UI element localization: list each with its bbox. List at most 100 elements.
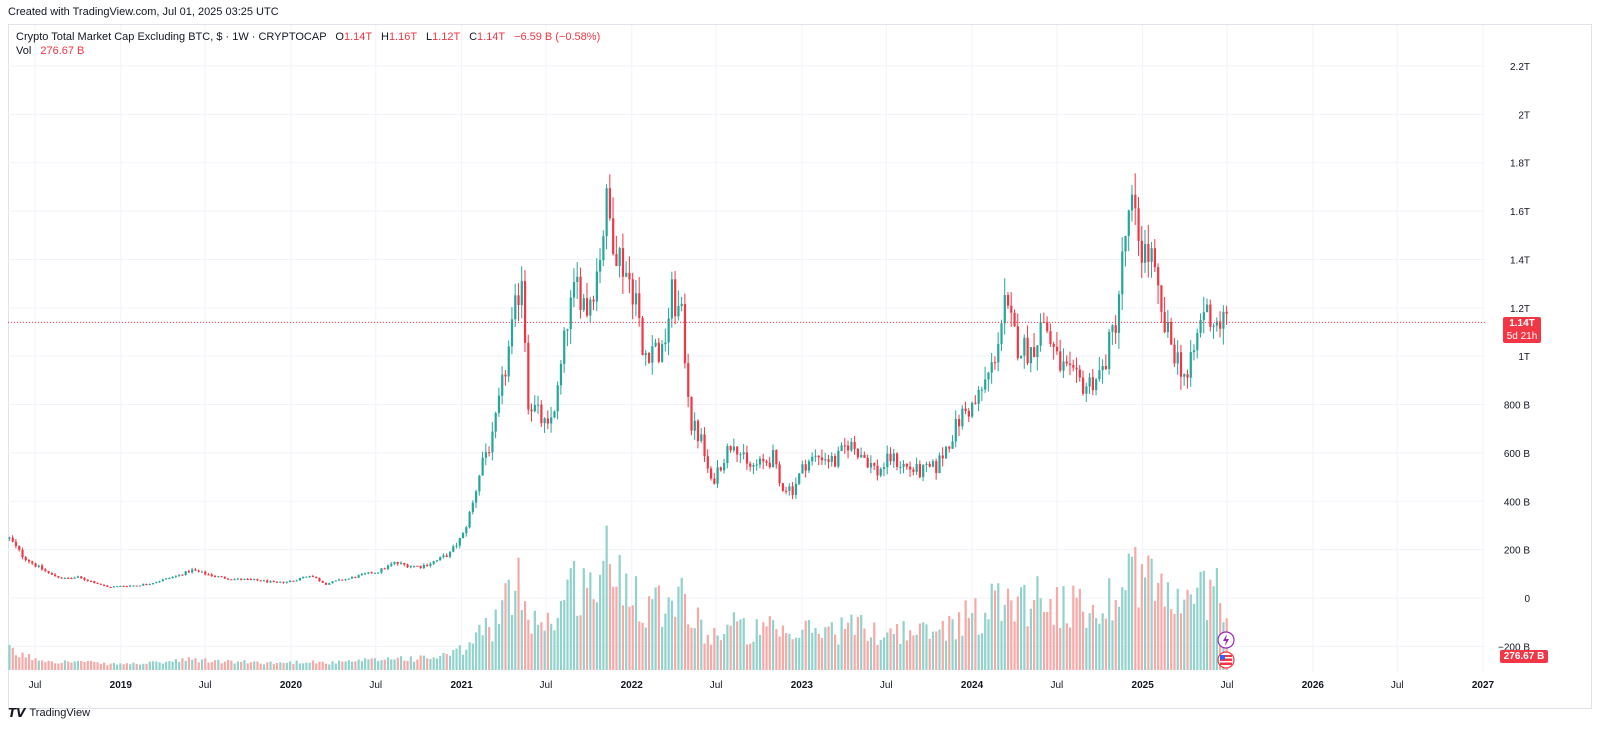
candle: [416, 565, 419, 567]
volume-bar: [638, 621, 641, 670]
candle-body: [690, 396, 693, 431]
candle: [556, 381, 559, 420]
volume-bar: [889, 628, 892, 670]
candle-body: [997, 344, 1000, 363]
candle: [1222, 305, 1225, 345]
candle-body: [1039, 322, 1042, 346]
volume-bar: [732, 612, 736, 670]
candle-body: [964, 408, 967, 411]
us-flag-icon[interactable]: [1217, 651, 1235, 669]
volume-bar: [723, 633, 726, 670]
volume-bar: [801, 629, 804, 670]
candle-body: [540, 404, 543, 424]
candle: [638, 277, 641, 327]
candle: [1189, 340, 1192, 387]
legend-ohlc-row: Crypto Total Market Cap Excluding BTC, $…: [16, 30, 600, 44]
volume-bar: [863, 628, 866, 670]
candle: [93, 580, 96, 584]
candle-body: [370, 572, 373, 574]
candle: [262, 579, 266, 582]
tradingview-logo-icon[interactable]: 𝙏𝙑: [8, 706, 26, 720]
footer-brand[interactable]: TradingView: [29, 707, 91, 719]
volume-bar: [8, 644, 11, 670]
candle: [1206, 298, 1209, 313]
candle-body: [520, 281, 523, 306]
chart-frame[interactable]: [8, 24, 1592, 709]
candle-body: [44, 569, 47, 572]
legend-volume-label[interactable]: Vol: [16, 45, 32, 57]
volume-bar: [543, 630, 546, 670]
volume-bar: [194, 658, 197, 670]
candle: [791, 482, 794, 500]
candle-body: [403, 562, 406, 565]
candle-body: [129, 585, 132, 587]
candle: [850, 437, 853, 452]
candle: [628, 256, 631, 294]
candle: [145, 583, 148, 586]
volume-bar: [683, 593, 687, 670]
candle-body: [1127, 210, 1130, 236]
candle: [997, 332, 1000, 372]
candle-body: [262, 580, 266, 582]
candle: [647, 352, 651, 364]
candle-body: [843, 445, 846, 447]
candle-body: [432, 561, 435, 564]
volume-bar: [377, 661, 380, 670]
candle: [289, 579, 292, 583]
candle: [644, 349, 647, 366]
candle-body: [523, 281, 527, 343]
candle-body: [1020, 355, 1023, 359]
lightning-icon[interactable]: [1217, 631, 1235, 649]
candle: [621, 233, 625, 294]
candle-body: [1065, 361, 1068, 364]
candle-body: [204, 571, 207, 575]
candle-body: [187, 571, 191, 573]
candle: [1088, 372, 1091, 395]
volume-bar: [882, 637, 886, 670]
candle-body: [1000, 323, 1003, 345]
candle-body: [396, 561, 399, 564]
candle-body: [422, 565, 426, 569]
candle: [768, 456, 771, 469]
candle-body: [210, 574, 213, 577]
volume-bar: [980, 633, 984, 670]
volume-bar: [435, 658, 439, 670]
volume-bar: [1085, 627, 1088, 670]
candle-body: [1222, 311, 1225, 329]
candle: [223, 576, 226, 580]
candle: [347, 578, 350, 580]
volume-bar: [1065, 623, 1068, 670]
legend-symbol[interactable]: Crypto Total Market Cap Excluding BTC, $…: [16, 31, 327, 43]
candle-body: [755, 464, 758, 466]
volume-bar: [540, 622, 543, 670]
candle: [654, 338, 657, 348]
candle-body: [1173, 344, 1176, 364]
candle: [1114, 315, 1117, 344]
candle: [1166, 309, 1170, 338]
candle: [1137, 196, 1140, 256]
candle: [1023, 334, 1026, 369]
x-tick-label: 2023: [791, 680, 814, 691]
candle-body: [873, 463, 876, 466]
candle: [445, 553, 448, 558]
chart-legend: Crypto Total Market Cap Excluding BTC, $…: [16, 30, 600, 58]
candle: [1082, 370, 1085, 396]
candle: [161, 578, 164, 582]
volume-bar: [70, 662, 73, 670]
volume-bar: [1176, 588, 1179, 670]
candle: [1026, 325, 1029, 366]
candle-body: [106, 585, 109, 587]
candle: [706, 449, 709, 473]
candle-body: [987, 372, 990, 380]
candle-body: [73, 577, 76, 579]
candle-body: [1144, 244, 1147, 263]
volume-bar: [817, 633, 820, 670]
candle-body: [249, 579, 253, 581]
candle-body: [902, 463, 905, 467]
volume-bar: [1166, 582, 1170, 670]
candle-body: [383, 568, 386, 570]
volume-bar: [125, 663, 129, 670]
candle-body: [1046, 322, 1049, 332]
candle: [553, 410, 556, 419]
